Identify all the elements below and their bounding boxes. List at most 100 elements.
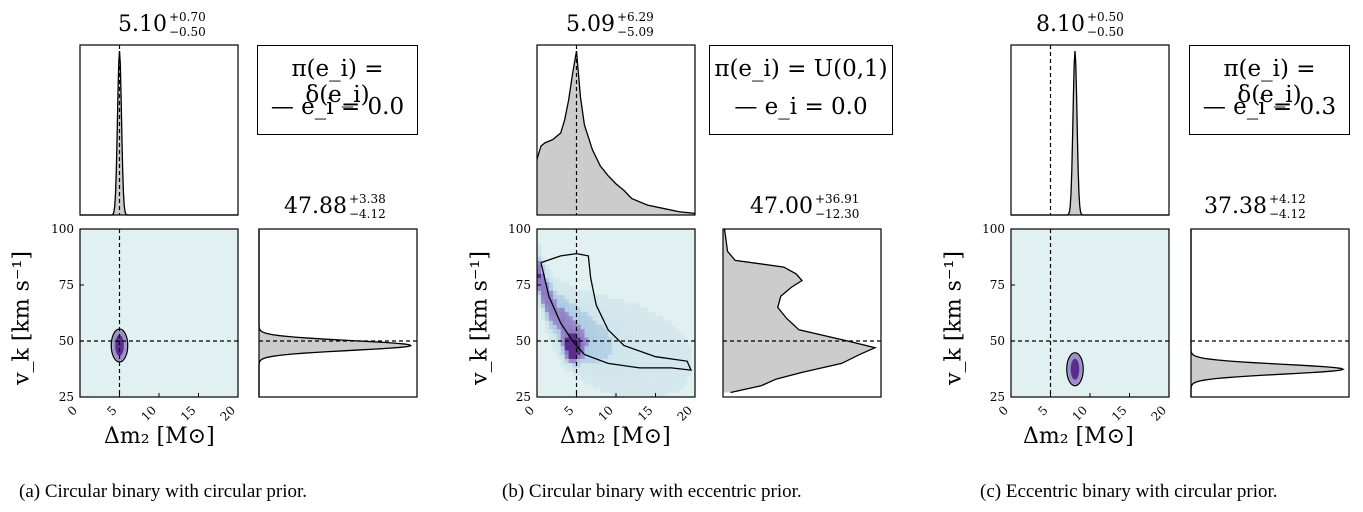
density-cell-b bbox=[540, 311, 546, 317]
density-cell-b bbox=[616, 303, 621, 308]
density-cell-b bbox=[647, 320, 652, 325]
density-cell-b bbox=[619, 367, 625, 372]
density-cell-b bbox=[596, 350, 601, 355]
density-cell-b bbox=[596, 341, 601, 347]
density-cell-b bbox=[675, 358, 680, 364]
density-cell-b bbox=[604, 350, 609, 355]
density-cell-b bbox=[683, 379, 688, 385]
density-cell-b bbox=[612, 371, 617, 376]
density-cell-b bbox=[647, 358, 652, 364]
density-cell-b bbox=[540, 277, 546, 283]
density-cell-b bbox=[639, 371, 644, 376]
density-cell-b bbox=[584, 328, 589, 334]
density-cell-b bbox=[639, 320, 644, 325]
density-cell-b bbox=[667, 350, 672, 355]
density-cell-b bbox=[588, 350, 593, 355]
density-cell-b bbox=[584, 303, 589, 308]
density-cell-b bbox=[580, 311, 585, 317]
density-cell-b bbox=[639, 311, 644, 317]
density-cell-b bbox=[612, 384, 617, 389]
density-cell-b bbox=[671, 384, 676, 389]
density-cell-b bbox=[544, 299, 550, 304]
x-tick-label-c: 5 bbox=[1035, 403, 1050, 418]
density-cell-b bbox=[608, 354, 613, 359]
density-cell-b bbox=[635, 384, 640, 389]
density-cell-b bbox=[667, 337, 672, 342]
density-cell-b bbox=[635, 362, 640, 368]
density-cell-b bbox=[635, 388, 640, 393]
density-cell-b bbox=[619, 350, 625, 355]
density-cell-b bbox=[667, 358, 672, 364]
density-cell-b bbox=[548, 277, 554, 283]
density-cell-b bbox=[627, 392, 633, 398]
density-cell-b bbox=[687, 371, 692, 376]
density-cell-b bbox=[600, 379, 605, 385]
density-cell-b bbox=[544, 294, 550, 300]
density-cell-b bbox=[580, 358, 585, 364]
mass-marginal-curve-c bbox=[1011, 50, 1169, 216]
density-cell-b bbox=[604, 371, 609, 376]
density-cell-b bbox=[608, 384, 613, 389]
density-cell-b bbox=[667, 333, 672, 338]
caption-c: (c) Eccentric binary with circular prior… bbox=[980, 481, 1278, 502]
density-cell-b bbox=[576, 354, 581, 359]
x-tick-label-a: 10 bbox=[138, 403, 159, 424]
density-cell-b bbox=[631, 354, 637, 359]
density-cell-b bbox=[612, 367, 617, 372]
density-cell-b bbox=[588, 371, 593, 376]
density-cell-b bbox=[537, 277, 542, 283]
y-tick-label-c: 100 bbox=[982, 222, 1005, 236]
density-field-b bbox=[537, 243, 692, 398]
density-cell-b bbox=[608, 333, 613, 338]
density-cell-b bbox=[600, 337, 605, 342]
density-cell-b bbox=[568, 337, 573, 342]
velocity-marginal-curve-a bbox=[258, 229, 412, 397]
density-cell-b bbox=[608, 341, 613, 347]
density-cell-b bbox=[639, 341, 644, 347]
density-cell-b bbox=[604, 358, 609, 364]
density-cell-b bbox=[655, 328, 660, 334]
density-cell-b bbox=[631, 379, 637, 385]
density-cell-b bbox=[568, 354, 573, 359]
density-cell-b bbox=[623, 371, 629, 376]
density-cell-b bbox=[564, 324, 569, 330]
density-cell-b bbox=[572, 337, 577, 342]
density-cell-b bbox=[639, 316, 644, 321]
density-cell-b bbox=[588, 324, 593, 330]
legend-a: π(e_i) = δ(e_i) — e_i = 0.0 bbox=[257, 45, 418, 135]
density-cell-b bbox=[679, 345, 684, 351]
density-cell-b bbox=[616, 375, 621, 381]
density-cell-b bbox=[592, 371, 597, 376]
density-cell-b bbox=[588, 379, 593, 385]
mass-marginal-fill-c bbox=[1011, 51, 1169, 215]
density-cell-b bbox=[608, 337, 613, 342]
density-cell-b bbox=[659, 388, 664, 393]
density-cell-b bbox=[608, 362, 613, 368]
density-cell-b bbox=[596, 362, 601, 368]
density-cell-b bbox=[663, 392, 668, 398]
density-cell-b bbox=[564, 350, 569, 355]
density-cell-b bbox=[659, 384, 664, 389]
density-cell-b bbox=[671, 367, 676, 372]
density-cell-b bbox=[643, 307, 648, 313]
density-cell-b bbox=[596, 384, 601, 389]
density-cell-b bbox=[623, 345, 629, 351]
density-cell-b bbox=[537, 286, 542, 291]
y-tick-label-b: 25 bbox=[516, 390, 531, 404]
density-cell-b bbox=[635, 337, 640, 342]
density-cell-b bbox=[584, 362, 589, 368]
density-cell-b bbox=[576, 307, 581, 313]
density-cell-b bbox=[564, 337, 569, 342]
density-cell-b bbox=[671, 358, 676, 364]
density-cell-b bbox=[631, 324, 637, 330]
density-cell-b bbox=[612, 316, 617, 321]
density-cell-b bbox=[623, 303, 629, 308]
density-cell-b bbox=[623, 307, 629, 313]
density-cell-b bbox=[667, 324, 672, 330]
ylabel-b: v_k [km s⁻¹] bbox=[467, 251, 493, 385]
density-cell-b bbox=[552, 290, 558, 296]
density-cell-b bbox=[560, 350, 565, 355]
density-cell-b bbox=[600, 294, 605, 300]
density-cell-b bbox=[584, 371, 589, 376]
density-cell-b bbox=[592, 379, 597, 385]
